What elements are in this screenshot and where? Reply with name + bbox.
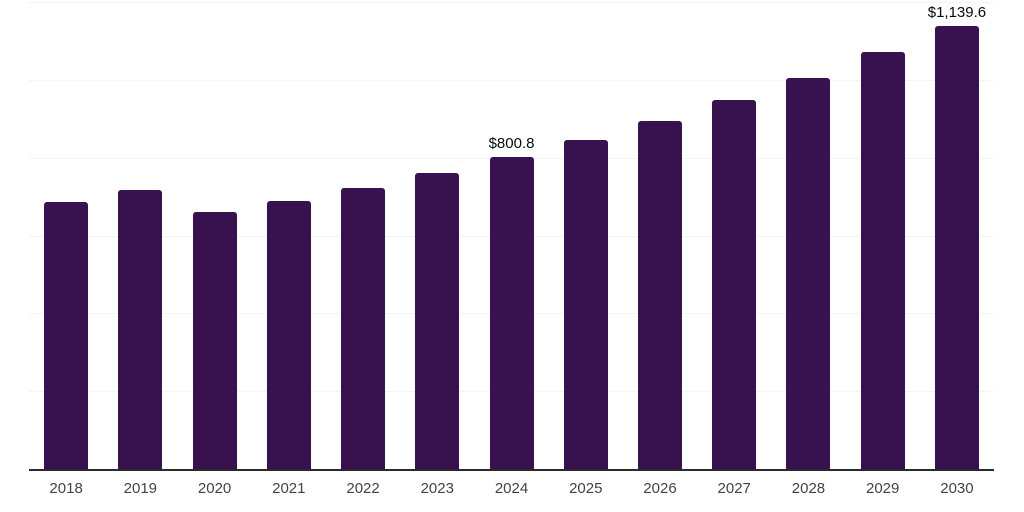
x-tick-label-2018: 2018 [49,480,83,497]
x-tick-label-2030: 2030 [940,480,974,497]
bar-value-label-2024: $800.8 [488,135,535,153]
bar-2022 [341,188,386,469]
bar-cell: $800.8 [474,2,548,469]
bar-cell [326,2,400,469]
bar-2024 [489,157,534,469]
bar-2019 [118,189,163,469]
plot-area: $800.8 $1,139.6 2018 2019 2020 2021 2022 2023 2… [29,2,994,512]
bars-group: $800.8 $1,139.6 [29,2,994,469]
bar-cell [400,2,474,469]
bar-cell [177,2,251,469]
x-tick-label-2027: 2027 [717,480,751,497]
bar-cell [623,2,697,469]
x-tick-label-2021: 2021 [272,480,306,497]
x-tick-label-2019: 2019 [123,480,158,497]
gridline [29,79,994,81]
bar-2028 [786,77,831,469]
x-tick-label-2025: 2025 [569,480,603,497]
bar-cell [252,2,326,469]
bar-2021 [266,200,311,469]
bar-2020 [192,211,237,469]
bar-2027 [712,100,757,469]
bar-value-label-2030: $1,139.6 [927,3,987,21]
x-tick-label-2026: 2026 [643,480,677,497]
bar-cell [771,2,845,469]
x-tick-label-2020: 2020 [197,480,232,497]
gridline [29,2,994,3]
x-tick-label-2028: 2028 [791,480,826,497]
bar-2018 [44,202,89,469]
x-tick-label-2022: 2022 [346,480,380,497]
bar-cell [846,2,920,469]
x-axis-tick-labels: 2018 2019 2020 2021 2022 2023 2024 2025 2026 2027… [29,480,994,498]
bar-cell [697,2,771,469]
x-tick-label-2024: 2024 [494,480,529,497]
x-tick-label-2023: 2023 [420,480,454,497]
bar-cell [549,2,623,469]
bar-cell [29,2,103,469]
x-axis-line [29,469,994,471]
bar-cell [103,2,177,469]
bar-2025 [563,139,608,469]
bar-cell: $1,139.6 [920,2,994,469]
bar-2029 [860,51,905,469]
bar-2026 [637,121,682,469]
x-tick-label-2029: 2029 [866,480,900,497]
bar-2023 [415,173,460,469]
bar-2030 [934,25,979,469]
